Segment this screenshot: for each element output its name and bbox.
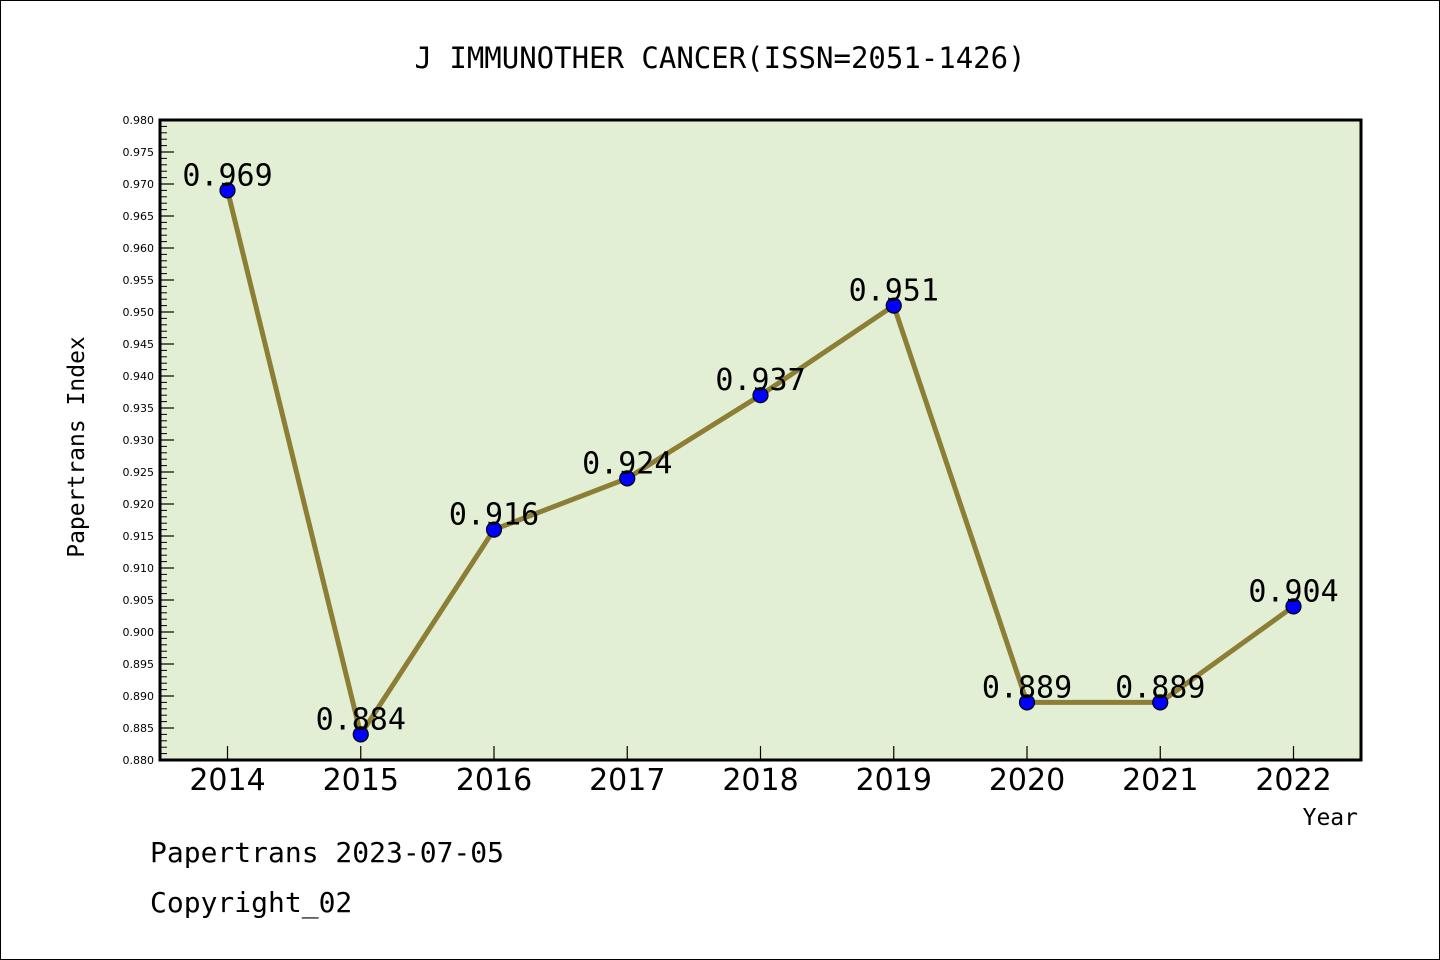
- y-tick-label: 0.900: [123, 626, 155, 639]
- data-point: [1152, 694, 1169, 711]
- x-tick-label: 2021: [1122, 763, 1198, 798]
- x-tick-label: 2016: [456, 763, 532, 798]
- y-tick-label: 0.935: [123, 402, 155, 415]
- y-tick-label: 0.945: [123, 338, 155, 351]
- y-tick-label: 0.965: [123, 210, 155, 223]
- data-label: 0.916: [449, 498, 539, 533]
- y-tick-label: 0.915: [123, 530, 155, 543]
- y-tick-label: 0.980: [123, 114, 155, 127]
- data-points: [219, 182, 1302, 743]
- y-tick-label: 0.880: [123, 754, 155, 767]
- y-tick-label: 0.905: [123, 594, 155, 607]
- x-axis-label: Year: [1303, 805, 1358, 831]
- chart-title: J IMMUNOTHER CANCER(ISSN=2051-1426): [414, 41, 1025, 75]
- data-point: [1285, 598, 1302, 615]
- y-axis: 0.880 0.885 0.890 0.895 0.900 0.905 0.910 0.915…: [123, 114, 174, 767]
- data-point: [352, 726, 369, 743]
- y-tick-label: 0.920: [123, 498, 155, 511]
- y-tick-label: 0.970: [123, 178, 155, 191]
- data-label: 0.937: [715, 363, 805, 398]
- x-tick-label: 2015: [323, 763, 399, 798]
- data-label: 0.924: [582, 446, 672, 481]
- footer-copyright: Copyright_02: [150, 886, 353, 919]
- x-tick-label: 2020: [989, 763, 1065, 798]
- y-tick-label: 0.910: [123, 562, 155, 575]
- y-tick-label: 0.950: [123, 306, 155, 319]
- x-axis: 2014 2015 2016 2017 2018 2019 2020 2021 2022: [189, 746, 1332, 798]
- y-axis-label: Papertrans Index: [64, 336, 90, 558]
- y-tick-label: 0.955: [123, 274, 155, 287]
- data-point: [485, 521, 503, 538]
- data-point: [752, 387, 769, 404]
- data-label: 0.969: [182, 158, 272, 193]
- plot-area: [158, 118, 1363, 762]
- y-tick-label: 0.895: [123, 658, 155, 671]
- data-point: [1018, 694, 1036, 711]
- y-tick-label: 0.960: [123, 242, 155, 255]
- x-tick-label: 2014: [189, 763, 265, 798]
- data-point: [619, 470, 636, 487]
- y-tick-label: 0.975: [123, 146, 155, 159]
- footer-date: Papertrans 2023-07-05: [150, 836, 505, 869]
- x-tick-label: 2017: [589, 763, 665, 798]
- data-label: 0.889: [1115, 670, 1205, 705]
- data-point: [885, 297, 902, 314]
- data-label: 0.884: [316, 702, 406, 737]
- y-tick-label: 0.925: [123, 466, 155, 479]
- data-label: 0.904: [1248, 574, 1338, 609]
- data-point: [219, 182, 236, 199]
- x-tick-label: 2019: [856, 763, 932, 798]
- data-label: 0.889: [982, 670, 1072, 705]
- y-tick-label: 0.930: [123, 434, 155, 447]
- data-label: 0.951: [849, 274, 939, 309]
- data-labels: 0.969 0.884 0.916 0.924 0.937 0.951 0.889 0.889…: [182, 158, 1338, 737]
- x-tick-label: 2018: [722, 763, 798, 798]
- y-tick-label: 0.885: [123, 722, 155, 735]
- x-tick-label: 2022: [1255, 763, 1331, 798]
- y-tick-label: 0.890: [123, 690, 155, 703]
- y-tick-label: 0.940: [123, 370, 155, 383]
